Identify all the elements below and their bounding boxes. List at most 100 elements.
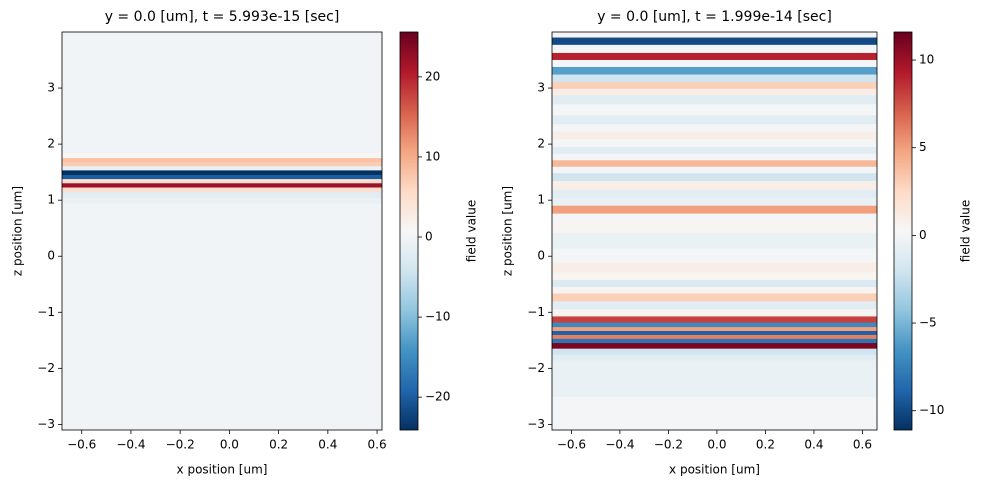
y-tick-label: 2 xyxy=(537,137,545,151)
field-band xyxy=(62,90,382,154)
field-band xyxy=(552,330,877,335)
colorbar-tick-label: −20 xyxy=(425,390,450,404)
field-band xyxy=(552,205,877,214)
chart-title: y = 0.0 [um], t = 5.993e-15 [sec] xyxy=(105,9,340,25)
field-band xyxy=(62,202,382,319)
y-tick-label: −2 xyxy=(37,361,55,375)
x-tick-label: 0.6 xyxy=(853,438,872,452)
x-axis-label: x position [um] xyxy=(177,463,268,477)
field-band xyxy=(552,326,877,331)
y-tick-label: −1 xyxy=(527,305,545,319)
x-tick-label: 0.6 xyxy=(368,438,387,452)
field-band xyxy=(552,44,877,53)
field-band xyxy=(552,308,877,317)
x-axis-label: x position [um] xyxy=(669,463,760,477)
colorbar-label: field value xyxy=(959,200,973,262)
field-band xyxy=(62,191,382,198)
field-band xyxy=(552,279,877,287)
y-tick-label: 0 xyxy=(537,249,545,263)
field-band xyxy=(552,88,877,96)
field-band xyxy=(552,315,877,323)
colorbar-tick-label: −5 xyxy=(919,316,937,330)
y-tick-label: 3 xyxy=(537,81,545,95)
field-band xyxy=(552,354,877,361)
field-band xyxy=(552,342,877,349)
field-band xyxy=(552,131,877,140)
field-band xyxy=(552,262,877,273)
field-band xyxy=(552,180,877,190)
colorbar-tick-label: 0 xyxy=(919,228,927,242)
field-band xyxy=(62,317,382,430)
field-band xyxy=(62,174,382,180)
colorbar-tick-label: 0 xyxy=(425,230,433,244)
field-band xyxy=(552,114,877,125)
field-band xyxy=(552,52,877,60)
field-band xyxy=(552,338,877,344)
field-band xyxy=(552,271,877,280)
y-tick-label: 1 xyxy=(47,193,55,207)
y-tick-label: −3 xyxy=(527,417,545,431)
field-band xyxy=(552,166,877,174)
field-band xyxy=(62,178,382,184)
field-band xyxy=(62,152,382,159)
x-tick-label: −0.2 xyxy=(166,438,195,452)
field-band xyxy=(552,286,877,294)
field-band xyxy=(552,248,877,263)
field-band xyxy=(552,138,877,147)
y-tick-label: 2 xyxy=(47,137,55,151)
y-tick-label: −3 xyxy=(37,417,55,431)
field-band xyxy=(62,182,382,188)
y-tick-label: 3 xyxy=(47,81,55,95)
field-band xyxy=(552,322,877,328)
field-band xyxy=(552,94,877,105)
field-band xyxy=(62,32,382,92)
x-tick-label: −0.6 xyxy=(557,438,586,452)
y-tick-label: −2 xyxy=(527,361,545,375)
y-axis-label: z position [um] xyxy=(11,186,25,276)
field-band xyxy=(552,146,877,154)
x-tick-label: 0.4 xyxy=(804,438,823,452)
field-band xyxy=(552,292,877,302)
x-tick-label: 0.0 xyxy=(707,438,726,452)
field-band xyxy=(62,165,382,171)
field-band xyxy=(552,232,877,249)
colorbar xyxy=(893,31,913,431)
field-band xyxy=(62,161,382,167)
field-band xyxy=(552,334,877,339)
x-tick-label: 0.2 xyxy=(269,438,288,452)
x-tick-label: 0.0 xyxy=(220,438,239,452)
colorbar-tick-label: 10 xyxy=(425,149,440,163)
y-tick-label: 1 xyxy=(537,193,545,207)
plot-frame xyxy=(551,31,878,431)
field-band xyxy=(552,348,877,355)
field-band xyxy=(552,197,877,206)
plot-frame xyxy=(61,31,383,431)
field-band xyxy=(552,172,877,182)
colorbar-tick-label: −10 xyxy=(425,310,450,324)
field-band xyxy=(552,59,877,67)
x-tick-label: −0.6 xyxy=(67,438,96,452)
colorbar-label: field value xyxy=(465,200,479,262)
field-band xyxy=(552,66,877,75)
field-band xyxy=(552,159,877,167)
field-band xyxy=(552,32,877,38)
field-band xyxy=(62,186,382,193)
colorbar-tick-label: 20 xyxy=(425,69,440,83)
field-band xyxy=(552,300,877,310)
colorbar-tick-label: 10 xyxy=(919,53,934,67)
field-band xyxy=(552,153,877,161)
colorbar-tick-label: −10 xyxy=(919,403,944,417)
field-band xyxy=(552,37,877,45)
y-axis-label: z position [um] xyxy=(501,186,515,276)
chart-title: y = 0.0 [um], t = 1.999e-14 [sec] xyxy=(597,9,832,25)
field-band xyxy=(552,213,877,222)
field-band xyxy=(62,169,382,175)
x-tick-label: −0.2 xyxy=(654,438,683,452)
x-tick-label: −0.4 xyxy=(116,438,145,452)
x-tick-label: −0.4 xyxy=(605,438,634,452)
field-band xyxy=(552,359,877,397)
field-band xyxy=(552,103,877,116)
field-band xyxy=(552,74,877,83)
